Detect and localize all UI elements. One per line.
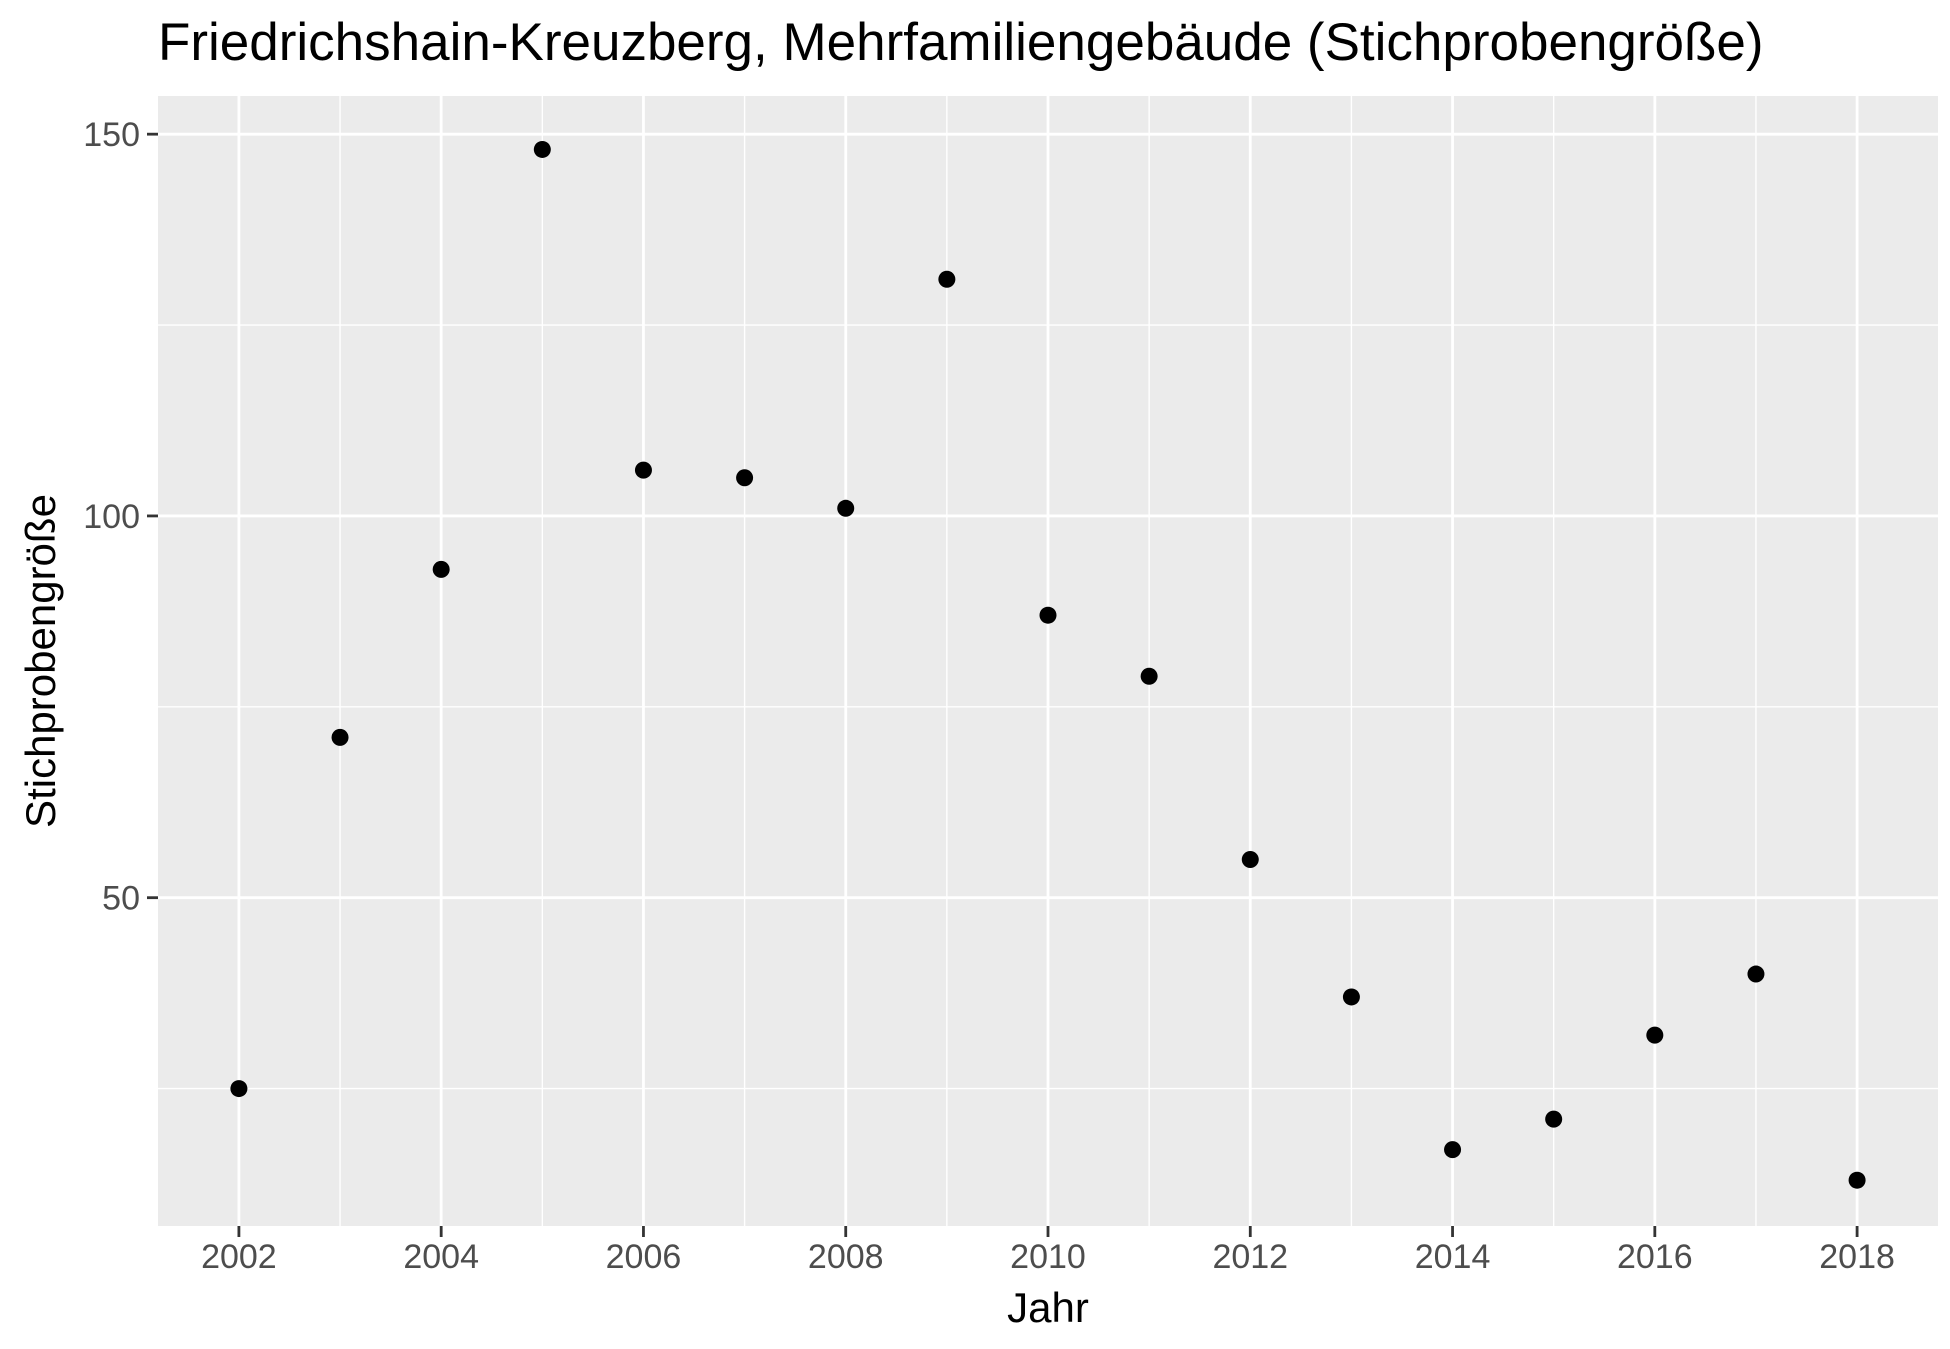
data-point xyxy=(1039,606,1057,624)
y-axis-title: Stichprobengröße xyxy=(17,494,64,828)
y-tick-label: 50 xyxy=(102,880,140,918)
chart-title: Friedrichshain-Kreuzberg, Mehrfamilienge… xyxy=(158,13,1764,72)
data-point xyxy=(1444,1141,1462,1159)
data-point xyxy=(1646,1026,1664,1044)
data-point xyxy=(1545,1110,1563,1128)
y-tick-label: 100 xyxy=(83,498,140,536)
data-point xyxy=(1241,851,1259,869)
data-point xyxy=(230,1080,248,1098)
x-tick-label: 2012 xyxy=(1212,1238,1288,1276)
y-axis-tick-labels: 50 100 150 xyxy=(83,116,140,918)
data-point xyxy=(1848,1171,1866,1189)
data-points xyxy=(230,140,1866,1189)
data-point xyxy=(1747,965,1765,983)
data-point xyxy=(837,499,855,517)
data-point xyxy=(736,469,754,487)
x-tick-label: 2016 xyxy=(1617,1238,1693,1276)
x-axis-title: Jahr xyxy=(1007,1284,1089,1331)
data-point xyxy=(331,728,349,746)
x-tick-label: 2008 xyxy=(808,1238,884,1276)
data-point xyxy=(938,270,956,288)
data-point xyxy=(432,560,450,578)
x-tick-label: 2010 xyxy=(1010,1238,1086,1276)
x-axis-tick-labels: 2002 2004 2006 2008 2010 2012 2014 2016 2018 xyxy=(201,1238,1895,1276)
x-tick-label: 2004 xyxy=(403,1238,479,1276)
x-tick-label: 2002 xyxy=(201,1238,277,1276)
data-point xyxy=(533,140,551,158)
y-tick-label: 150 xyxy=(83,116,140,154)
data-point xyxy=(1140,667,1158,685)
x-tick-label: 2006 xyxy=(606,1238,682,1276)
data-point xyxy=(1342,988,1360,1006)
x-tick-label: 2014 xyxy=(1415,1238,1491,1276)
x-tick-label: 2018 xyxy=(1819,1238,1895,1276)
data-point xyxy=(634,461,652,479)
axis-ticks xyxy=(147,132,1859,1237)
